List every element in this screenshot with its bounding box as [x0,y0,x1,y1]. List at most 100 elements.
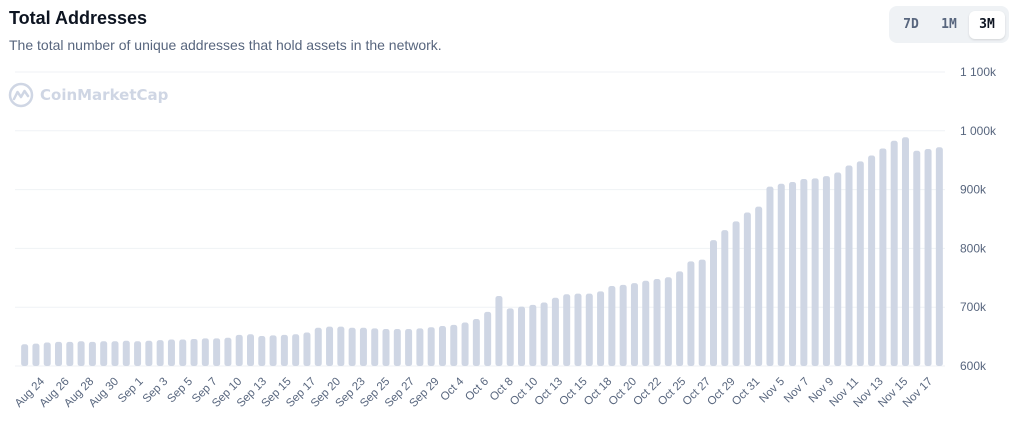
x-tick-label: Oct 4 [439,375,467,403]
bar[interactable] [664,277,672,366]
bar[interactable] [484,311,492,366]
bar[interactable] [597,291,605,366]
bar[interactable] [348,327,356,366]
bar[interactable] [856,161,864,366]
bar[interactable] [698,259,706,366]
bar[interactable] [845,165,853,366]
bar[interactable] [766,186,774,366]
bar[interactable] [303,332,311,366]
bar[interactable] [732,221,740,366]
x-tick-label: Oct 6 [463,376,491,404]
bar[interactable] [563,294,571,366]
bar[interactable] [201,338,209,366]
bar[interactable] [495,296,503,366]
bar[interactable] [314,327,322,366]
bar[interactable] [134,341,142,366]
bar[interactable] [359,327,367,366]
watermark: CoinMarketCap [8,82,168,108]
bar[interactable] [608,286,616,366]
bar[interactable] [913,150,921,366]
bar[interactable] [653,278,661,366]
bar[interactable] [145,340,153,366]
bar[interactable] [800,179,808,366]
range-7d-button[interactable]: 7D [903,17,919,32]
y-tick-label: 900k [960,183,987,197]
bar[interactable] [122,340,130,366]
bar[interactable] [405,328,413,366]
bar[interactable] [190,338,198,366]
bar[interactable] [100,341,108,366]
bar[interactable] [66,341,74,366]
bar[interactable] [416,328,424,366]
bar[interactable] [292,334,300,366]
bar[interactable] [709,240,718,366]
bar[interactable] [235,334,243,366]
bar[interactable] [32,343,40,366]
bar[interactable] [21,344,29,366]
bar[interactable] [156,340,164,366]
bar[interactable] [551,297,559,366]
bar[interactable] [246,334,255,366]
bar[interactable] [518,306,526,366]
bar[interactable] [868,155,876,366]
bar[interactable] [574,293,582,366]
bar[interactable] [88,341,96,366]
bar[interactable] [450,324,458,366]
bar[interactable] [585,293,593,366]
bar[interactable] [901,137,909,366]
bar[interactable] [642,280,650,366]
bar[interactable] [822,176,830,366]
bar[interactable] [382,328,390,366]
bar[interactable] [777,183,785,366]
chart-subtitle: The total number of unique addresses tha… [9,37,442,53]
bar[interactable] [630,283,638,366]
bar[interactable] [743,212,751,366]
bar[interactable] [924,149,932,366]
bar[interactable] [834,172,842,366]
bar[interactable] [438,326,446,366]
bar[interactable] [269,335,277,366]
bar[interactable] [326,326,334,366]
bar[interactable] [529,304,537,366]
x-tick-label: Sep 1 [116,376,146,406]
bar[interactable] [371,328,379,366]
watermark-text: CoinMarketCap [40,86,169,104]
y-tick-label: 1 100k [960,65,997,79]
y-tick-label: 600k [960,359,987,373]
x-tick-label: Oct 31 [730,376,762,408]
x-tick-label: Nov 7 [782,376,812,406]
bar[interactable] [258,336,266,366]
bar[interactable] [393,328,401,366]
bar[interactable] [676,271,684,366]
bar[interactable] [472,318,480,366]
bar[interactable] [43,342,51,366]
bar[interactable] [890,140,898,366]
bar[interactable] [427,327,435,366]
bar[interactable] [280,334,288,366]
bar[interactable] [721,230,729,366]
bar[interactable] [935,147,943,366]
bar[interactable] [111,341,119,366]
x-tick-label: Sep 5 [165,376,195,406]
bar[interactable] [811,178,819,366]
bar[interactable] [213,338,221,366]
bar[interactable] [77,341,85,366]
bar[interactable] [789,181,797,366]
bar[interactable] [167,339,175,366]
bar[interactable] [687,261,695,366]
bar[interactable] [179,339,187,366]
bar[interactable] [461,322,469,366]
bar[interactable] [879,148,887,366]
range-1m-button[interactable]: 1M [941,17,957,32]
bar[interactable] [619,284,627,366]
chart-title: Total Addresses [9,8,148,28]
bar[interactable] [506,308,514,366]
y-tick-label: 1 000k [960,124,997,138]
bar[interactable] [755,206,763,366]
bar[interactable] [55,341,63,366]
x-tick-label: Sep 3 [141,376,171,406]
bar[interactable] [337,326,345,366]
bar[interactable] [224,337,232,366]
range-3m-button[interactable]: 3M [969,10,1005,39]
bar[interactable] [540,302,548,366]
